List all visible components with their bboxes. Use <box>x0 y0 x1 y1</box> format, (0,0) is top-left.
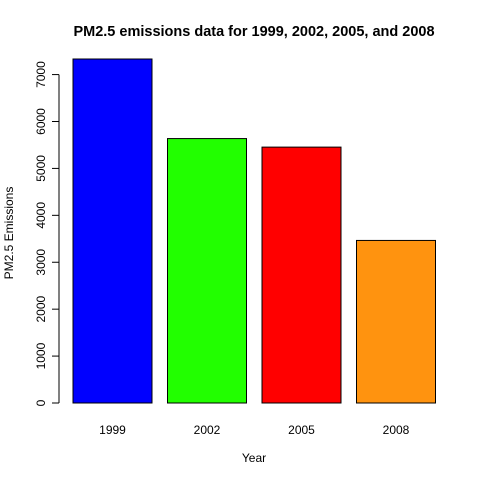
chart-title: PM2.5 emissions data for 1999, 2002, 200… <box>73 24 434 40</box>
y-tick-label: 5000 <box>34 155 48 182</box>
y-tick-label: 1000 <box>34 342 48 369</box>
x-tick-label: 2002 <box>194 423 221 437</box>
x-tick-label: 1999 <box>99 423 126 437</box>
y-tick-label: 2000 <box>34 295 48 322</box>
y-tick-label: 3000 <box>34 249 48 276</box>
x-tick-labels: 1999 2002 2005 2008 <box>99 423 410 437</box>
bar-2005 <box>261 146 342 404</box>
bar-1999 <box>72 58 153 404</box>
y-axis: 0 1000 2000 3000 4000 5000 6000 7000 <box>34 61 60 406</box>
y-tick-label: 7000 <box>34 61 48 88</box>
y-tick-label: 0 <box>34 399 48 406</box>
bar-2002 <box>167 138 247 404</box>
y-tick-label: 6000 <box>34 108 48 135</box>
x-axis-label: Year <box>242 451 266 465</box>
x-tick-label: 2008 <box>383 423 410 437</box>
y-axis-label: PM2.5 Emissions <box>2 187 16 280</box>
x-tick-label: 2005 <box>288 423 315 437</box>
bars-group <box>72 58 436 404</box>
bar-2008 <box>356 239 436 404</box>
y-tick-label: 4000 <box>34 202 48 229</box>
